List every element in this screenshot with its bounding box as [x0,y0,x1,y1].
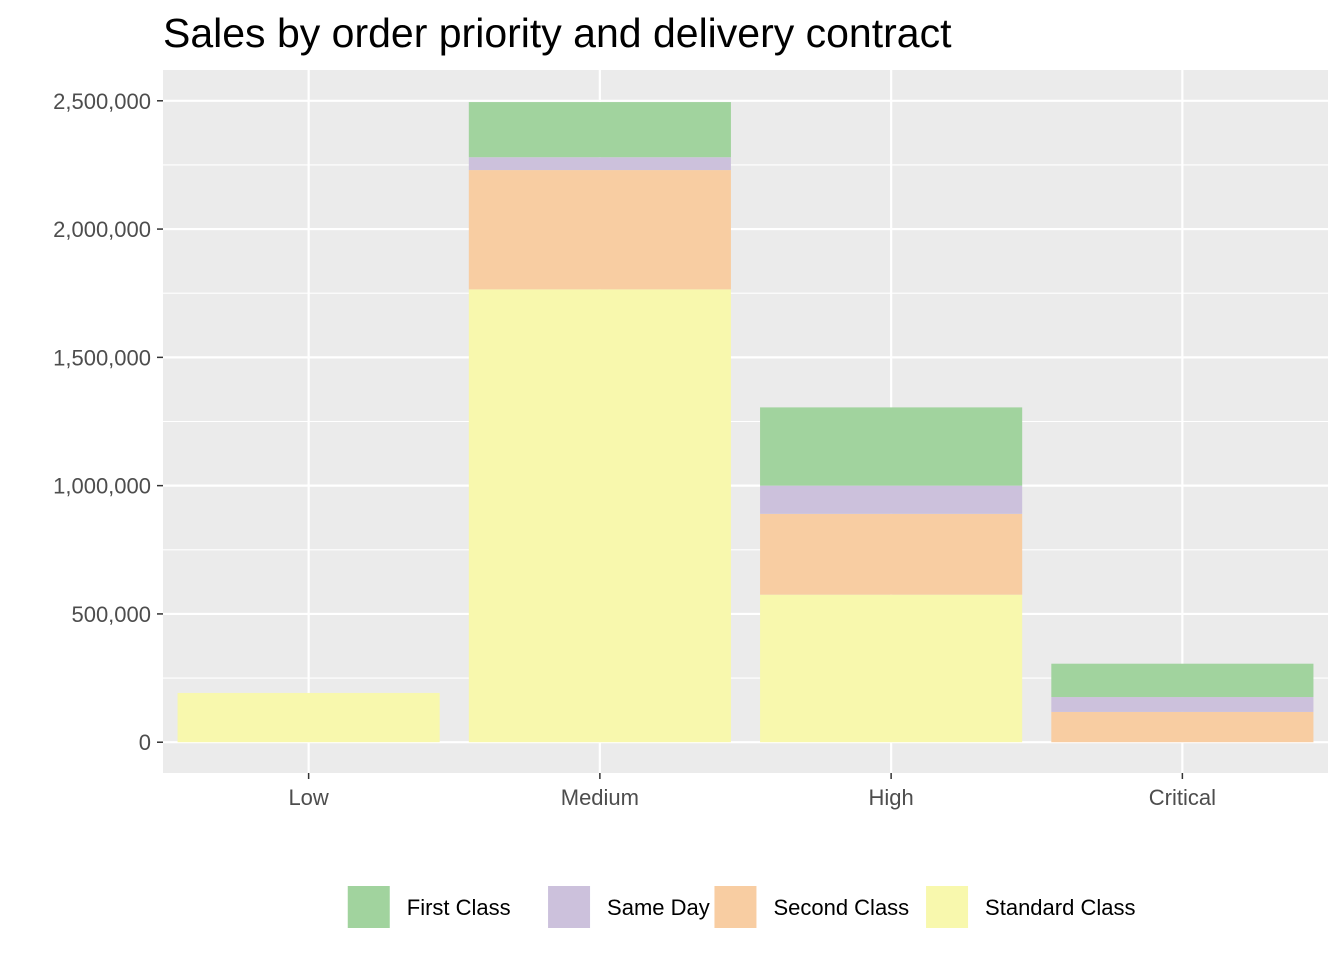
bar-low-standard-class [177,692,440,743]
y-tick-label: 2,500,000 [53,89,151,114]
bar-critical-second-class [1051,711,1314,743]
y-tick-label: 0 [139,730,151,755]
bar-critical-first-class [1051,663,1314,698]
legend-key-first-class [347,886,390,928]
legend: First Class Same Day Second Class Standard … [347,886,1135,928]
bar-medium-standard-class [468,289,731,743]
bars [177,102,1314,743]
legend-key-same-day [548,886,591,928]
y-tick-label: 2,000,000 [53,217,151,242]
y-axis: 0 500,000 1,000,000 1,500,000 2,000,000 2,500… [53,89,163,755]
bar-high-standard-class [760,594,1023,743]
bar-medium-first-class [468,102,731,158]
chart-title: Sales by order priority and delivery con… [163,10,952,56]
bar-high-same-day [760,485,1023,514]
x-axis: Low Medium High Critical [288,773,1216,810]
bar-medium-second-class [468,170,731,290]
x-tick-label: Low [288,785,328,810]
legend-key-standard-class [926,886,969,928]
legend-label: Same Day [607,895,710,920]
x-tick-label: Critical [1149,785,1216,810]
legend-label: First Class [407,895,511,920]
legend-key-second-class [714,886,757,928]
x-tick-label: Medium [561,785,639,810]
legend-label: Standard Class [985,895,1135,920]
bar-medium-same-day [468,157,731,171]
y-tick-label: 1,000,000 [53,474,151,499]
legend-label: Second Class [773,895,909,920]
y-tick-label: 1,500,000 [53,345,151,370]
bar-high-second-class [760,513,1023,595]
bar-critical-same-day [1051,697,1314,712]
x-tick-label: High [869,785,914,810]
bar-high-first-class [760,407,1023,486]
y-tick-label: 500,000 [71,602,151,627]
